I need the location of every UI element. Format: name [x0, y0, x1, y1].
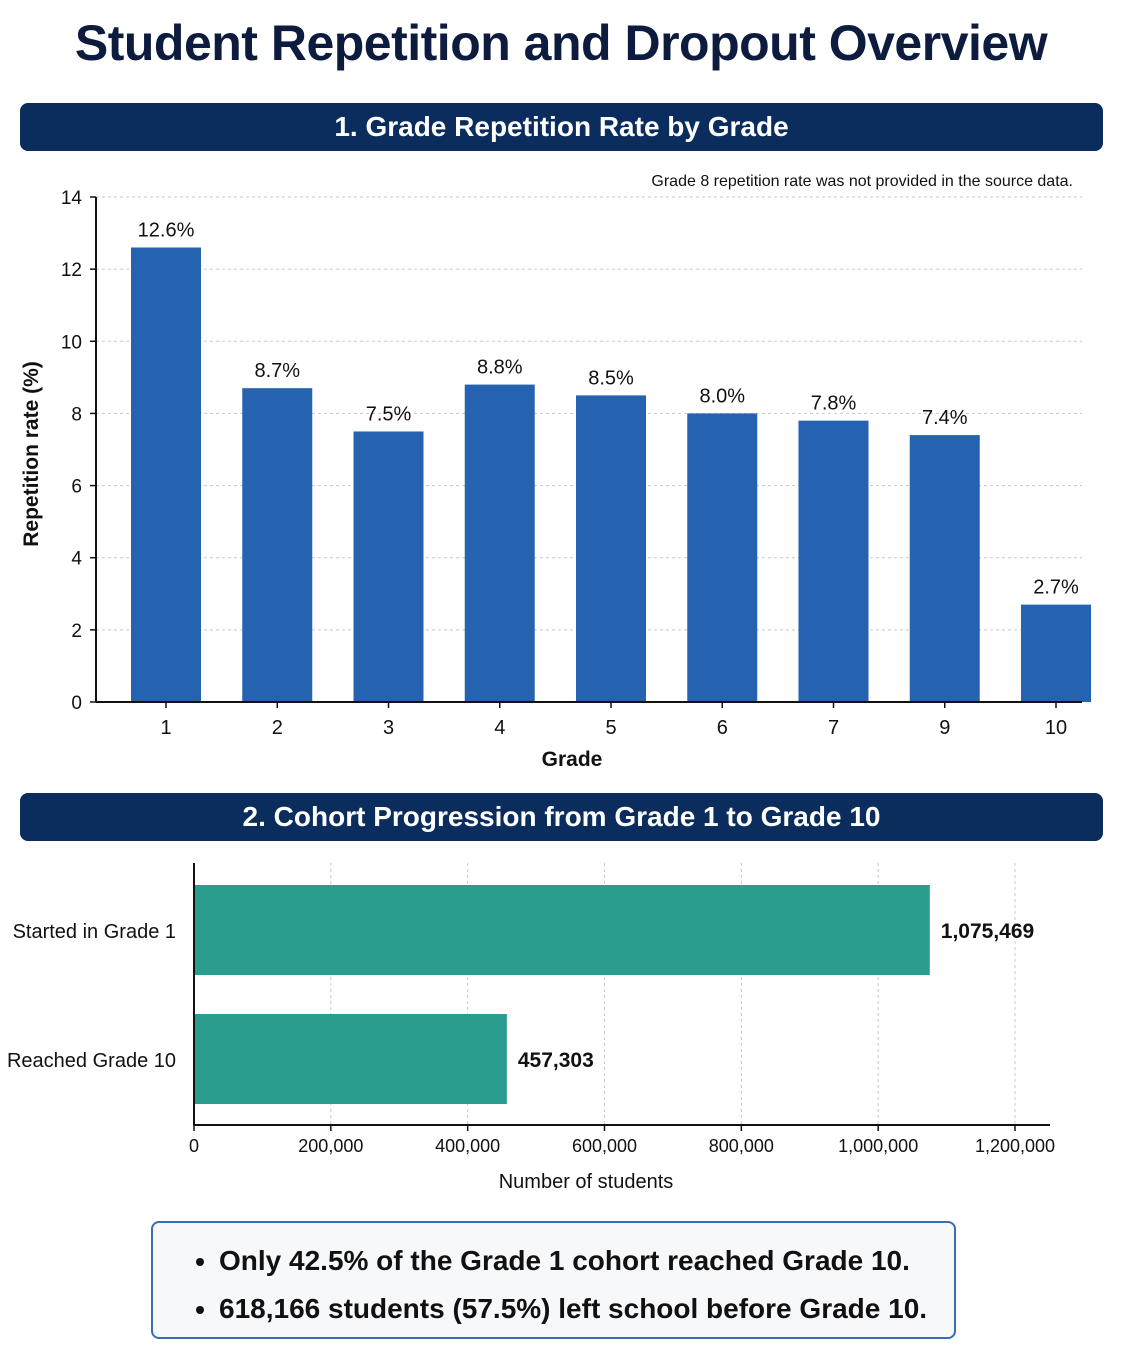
bar: [1021, 604, 1091, 702]
x-tick-label: 200,000: [298, 1136, 363, 1156]
y-tick-label: Reached Grade 10: [7, 1050, 176, 1072]
x-tick-label: 4: [494, 717, 505, 739]
summary-box: Only 42.5% of the Grade 1 cohort reached…: [151, 1221, 956, 1339]
x-tick-label: 6: [717, 717, 728, 739]
bar: [242, 388, 313, 702]
bar: [194, 885, 930, 975]
y-tick-label: 14: [61, 188, 83, 209]
data-label: 7.5%: [366, 403, 412, 425]
cohort-progression-chart: 1,075,469 457,303 0 200,000 400,000 600,000 8…: [7, 863, 1055, 1193]
y-tick-label: 10: [61, 332, 82, 353]
x-tick-label: 7: [828, 717, 839, 739]
y-tick-label: 6: [71, 477, 82, 498]
x-tick-label: 2: [272, 717, 283, 739]
data-label: 12.6%: [138, 220, 195, 242]
x-tick-label: 1: [160, 717, 171, 739]
x-axis-title: Grade: [542, 748, 603, 771]
x-tick-label: 5: [605, 717, 616, 739]
repetition-rate-chart: Grade 8 repetition rate was not provided…: [20, 173, 1091, 771]
x-tick-label: 9: [939, 717, 950, 739]
summary-item: Only 42.5% of the Grade 1 cohort reached…: [219, 1237, 954, 1285]
x-tick-label: 800,000: [709, 1136, 774, 1156]
bar: [194, 1014, 507, 1104]
x-tick-label: 1,000,000: [838, 1136, 918, 1156]
bar: [131, 247, 201, 702]
bar: [909, 435, 980, 702]
section-1-header: 1. Grade Repetition Rate by Grade: [20, 103, 1103, 151]
x-tick-label: 600,000: [572, 1136, 637, 1156]
bar: [687, 413, 758, 702]
summary-list: Only 42.5% of the Grade 1 cohort reached…: [153, 1237, 954, 1333]
data-label: 8.8%: [477, 357, 523, 379]
bar: [353, 431, 424, 702]
y-tick-label: 4: [71, 549, 82, 570]
y-tick-label: 12: [61, 260, 82, 281]
y-tick-label: 2: [71, 621, 82, 642]
data-label: 8.5%: [588, 367, 634, 389]
section-2-header: 2. Cohort Progression from Grade 1 to Gr…: [20, 793, 1103, 841]
x-tick-label: 3: [383, 717, 394, 739]
data-label: 1,075,469: [941, 920, 1034, 943]
data-label: 2.7%: [1033, 577, 1079, 599]
data-label: 8.0%: [699, 385, 745, 407]
x-tick-label: 1,200,000: [975, 1136, 1055, 1156]
y-tick-label: 0: [71, 693, 82, 714]
data-label: 7.8%: [811, 393, 857, 415]
data-label: 457,303: [518, 1049, 594, 1072]
summary-item: 618,166 students (57.5%) left school bef…: [219, 1285, 954, 1333]
x-axis-title: Number of students: [499, 1171, 674, 1193]
x-tick-label: 400,000: [435, 1136, 500, 1156]
chart-note: Grade 8 repetition rate was not provided…: [651, 173, 1073, 190]
y-tick-label: Started in Grade 1: [13, 921, 176, 943]
page-title: Student Repetition and Dropout Overview: [74, 15, 1048, 71]
y-axis-title: Repetition rate (%): [20, 361, 43, 547]
y-tick-label: 8: [71, 404, 82, 425]
x-tick-label: 0: [189, 1136, 199, 1156]
bar: [576, 395, 646, 702]
bar: [464, 384, 535, 702]
data-label: 8.7%: [254, 360, 300, 382]
x-tick-label: 10: [1045, 717, 1067, 739]
bar: [798, 420, 869, 702]
data-label: 7.4%: [922, 407, 968, 429]
